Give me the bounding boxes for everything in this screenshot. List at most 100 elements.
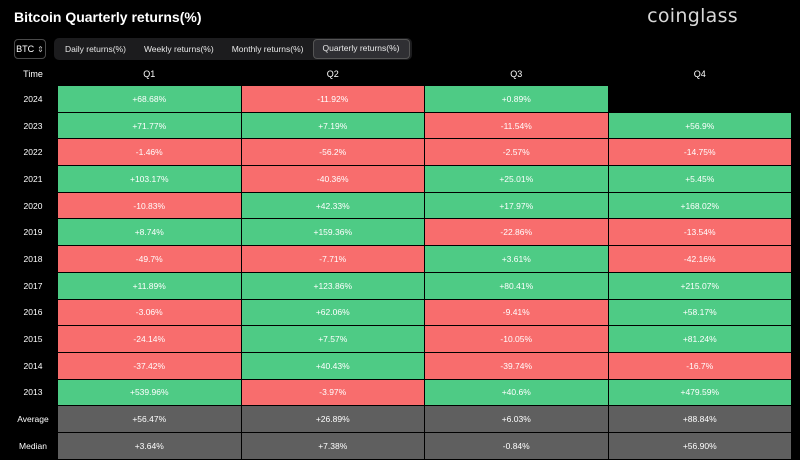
row-year: 2022	[23, 147, 43, 158]
cell-q2: +7.19%	[241, 112, 424, 139]
cell-q2: +42.33%	[241, 192, 424, 219]
row-year: 2023	[23, 120, 43, 131]
table-row: 2021 +103.17% -40.36% +25.01% +5.45%	[9, 166, 791, 192]
cell-q1: -49.7%	[58, 246, 241, 272]
cell-q4: +215.07%	[608, 272, 791, 299]
cell-q3: -39.74%	[425, 352, 608, 379]
table-row: 2015 -24.14% +7.57% -10.05% +81.24%	[9, 326, 791, 352]
header-time: Time	[23, 69, 43, 79]
cell-q2: -40.36%	[241, 166, 424, 192]
cell-q3: +0.89%	[425, 86, 608, 112]
cell-q4: +81.24%	[608, 326, 791, 352]
row-year: 2024	[23, 93, 43, 104]
chevron-updown-icon: ⇕	[37, 44, 44, 54]
cell-q4: -42.16%	[608, 246, 791, 272]
average-q3: +6.03%	[425, 406, 608, 432]
table-row: 2020 -10.83% +42.33% +17.97% +168.02%	[9, 192, 791, 219]
cell-q2: +7.57%	[241, 326, 424, 352]
cell-q4: -13.54%	[608, 219, 791, 246]
tab-monthly[interactable]: Monthly returns(%)	[231, 44, 304, 54]
header-q1: Q1	[143, 69, 156, 79]
cell-q2: -56.2%	[241, 139, 424, 166]
table-row: 2014 -37.42% +40.43% -39.74% -16.7%	[9, 352, 791, 379]
coin-select[interactable]: BTC ⇕	[14, 39, 46, 59]
header-row: Time Q1 Q2 Q3 Q4	[9, 63, 791, 85]
row-year: 2015	[23, 334, 43, 345]
cell-q1: -24.14%	[58, 326, 241, 352]
average-label: Average	[17, 414, 49, 425]
average-q1: +56.47%	[58, 406, 241, 432]
cell-q1: +71.77%	[58, 112, 241, 139]
cell-q1: -37.42%	[58, 352, 241, 379]
median-q1: +3.64%	[58, 432, 241, 459]
returns-table: Time Q1 Q2 Q3 Q4 2024 +68.68% -11.92% +0.89…	[8, 62, 792, 460]
tab-daily[interactable]: Daily returns(%)	[65, 44, 126, 54]
tab-weekly[interactable]: Weekly returns(%)	[143, 44, 214, 54]
period-tabs: Daily returns(%) Weekly returns(%) Month…	[54, 38, 412, 60]
cell-q2: -7.71%	[241, 246, 424, 272]
table-body: 2024 +68.68% -11.92% +0.89% 2023 +71.77% +7.19…	[9, 86, 791, 459]
row-year: 2013	[23, 387, 43, 398]
table-row: 2017 +11.89% +123.86% +80.41% +215.07%	[9, 272, 791, 299]
cell-q4: +58.17%	[608, 299, 791, 326]
average-q4: +88.84%	[608, 406, 791, 432]
row-year: 2019	[23, 227, 43, 238]
cell-q1: +103.17%	[58, 166, 241, 192]
cell-q1: +539.96%	[58, 379, 241, 406]
cell-q3: +80.41%	[425, 272, 608, 299]
cell-q1: -10.83%	[58, 192, 241, 219]
table-row: 2013 +539.96% -3.97% +40.6% +479.59%	[9, 379, 791, 406]
row-year: 2021	[23, 173, 43, 184]
row-year: 2014	[23, 360, 43, 371]
table-row: 2024 +68.68% -11.92% +0.89%	[9, 86, 791, 112]
cell-q2: -3.97%	[241, 379, 424, 406]
cell-q1: +11.89%	[58, 272, 241, 299]
average-row: Average +56.47% +26.89% +6.03% +88.84%	[9, 406, 791, 432]
median-q2: +7.38%	[241, 432, 424, 459]
median-q3: -0.84%	[425, 432, 608, 459]
header-q2: Q2	[326, 69, 339, 79]
cell-q3: -2.57%	[425, 139, 608, 166]
cell-q3: -11.54%	[425, 112, 608, 139]
row-year: 2016	[23, 307, 43, 318]
median-label: Median	[19, 440, 47, 451]
cell-q4	[608, 86, 791, 112]
cell-q1: +8.74%	[58, 219, 241, 246]
cell-q2: -11.92%	[241, 86, 424, 112]
coin-select-value: BTC	[16, 44, 35, 54]
cell-q4: -14.75%	[608, 139, 791, 166]
cell-q2: +159.36%	[241, 219, 424, 246]
table-row: 2023 +71.77% +7.19% -11.54% +56.9%	[9, 112, 791, 139]
cell-q4: -16.7%	[608, 352, 791, 379]
page-title: Bitcoin Quarterly returns(%)	[14, 9, 202, 25]
header-q4: Q4	[693, 69, 706, 79]
median-q4: +56.90%	[608, 432, 791, 459]
coinglass-logo[interactable]: coinglass	[647, 5, 738, 27]
table-row: 2016 -3.06% +62.06% -9.41% +58.17%	[9, 299, 791, 326]
cell-q4: +168.02%	[608, 192, 791, 219]
row-year: 2020	[23, 200, 43, 211]
cell-q3: +17.97%	[425, 192, 608, 219]
cell-q4: +56.9%	[608, 112, 791, 139]
cell-q1: -1.46%	[58, 139, 241, 166]
table-row: 2019 +8.74% +159.36% -22.86% -13.54%	[9, 219, 791, 246]
cell-q3: -10.05%	[425, 326, 608, 352]
tab-quarterly[interactable]: Quarterly returns(%)	[312, 39, 410, 59]
cell-q3: -22.86%	[425, 219, 608, 246]
row-year: 2018	[23, 253, 43, 264]
toolbar: BTC ⇕ Daily returns(%) Weekly returns(%)…	[14, 38, 412, 60]
cell-q4: +479.59%	[608, 379, 791, 406]
median-row: Median +3.64% +7.38% -0.84% +56.90%	[9, 432, 791, 459]
row-year: 2017	[23, 280, 43, 291]
cell-q1: +68.68%	[58, 86, 241, 112]
header-q3: Q3	[510, 69, 523, 79]
average-q2: +26.89%	[241, 406, 424, 432]
table-row: 2018 -49.7% -7.71% +3.61% -42.16%	[9, 246, 791, 272]
cell-q3: +25.01%	[425, 166, 608, 192]
cell-q4: +5.45%	[608, 166, 791, 192]
cell-q1: -3.06%	[58, 299, 241, 326]
cell-q3: +40.6%	[425, 379, 608, 406]
cell-q2: +40.43%	[241, 352, 424, 379]
cell-q2: +62.06%	[241, 299, 424, 326]
table-row: 2022 -1.46% -56.2% -2.57% -14.75%	[9, 139, 791, 166]
